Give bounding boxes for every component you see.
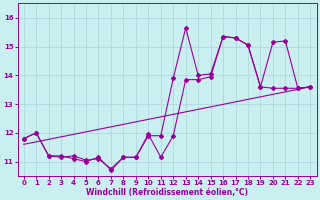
- X-axis label: Windchill (Refroidissement éolien,°C): Windchill (Refroidissement éolien,°C): [86, 188, 248, 197]
